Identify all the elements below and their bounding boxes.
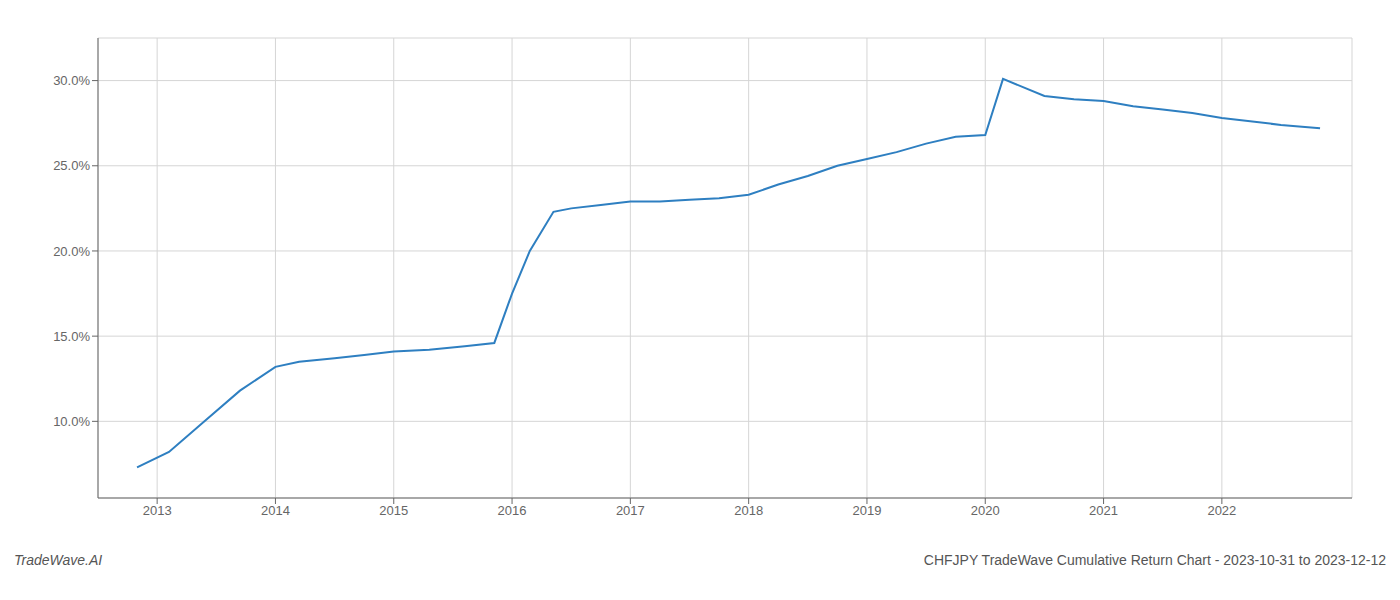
svg-text:2018: 2018 [734, 503, 763, 518]
svg-text:2020: 2020 [971, 503, 1000, 518]
svg-text:10.0%: 10.0% [53, 414, 90, 429]
svg-text:2015: 2015 [379, 503, 408, 518]
svg-text:15.0%: 15.0% [53, 329, 90, 344]
svg-text:2021: 2021 [1089, 503, 1118, 518]
svg-text:20.0%: 20.0% [53, 244, 90, 259]
svg-text:2019: 2019 [853, 503, 882, 518]
svg-text:2013: 2013 [143, 503, 172, 518]
html-text:TradeWave.AI: TradeWave.AI [14, 552, 103, 568]
svg-text:25.0%: 25.0% [53, 158, 90, 173]
svg-text:30.0%: 30.0% [53, 73, 90, 88]
svg-text:2016: 2016 [498, 503, 527, 518]
html-text:CHFJPY TradeWave Cumulative Re: CHFJPY TradeWave Cumulative Return Chart… [923, 552, 1386, 568]
svg-text:2022: 2022 [1207, 503, 1236, 518]
svg-text:2014: 2014 [261, 503, 290, 518]
svg-text:2017: 2017 [616, 503, 645, 518]
